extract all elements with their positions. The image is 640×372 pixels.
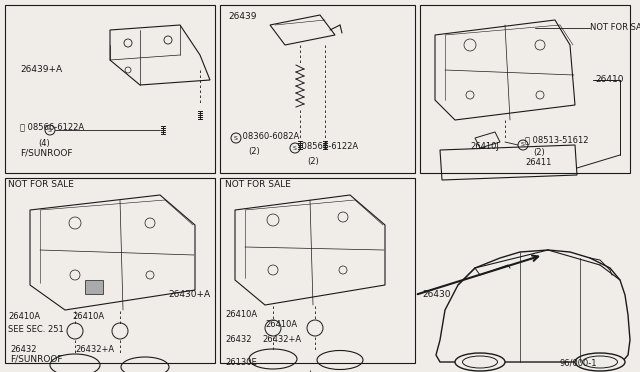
Text: 26410A: 26410A (225, 310, 257, 319)
Text: Ⓢ 08513-51612: Ⓢ 08513-51612 (525, 135, 589, 144)
Text: NOT FOR SALE: NOT FOR SALE (8, 180, 74, 189)
Bar (5, 5, 215, 173)
Text: NOT FOR SALE: NOT FOR SALE (225, 180, 291, 189)
Text: 26410: 26410 (595, 75, 623, 84)
Text: 26411: 26411 (525, 158, 552, 167)
Text: 26410A: 26410A (72, 312, 104, 321)
Text: 26430+A: 26430+A (168, 290, 210, 299)
Text: SEE SEC. 251: SEE SEC. 251 (8, 325, 64, 334)
Text: 26410A: 26410A (265, 320, 297, 329)
Text: 26432: 26432 (225, 335, 252, 344)
Text: 26130E: 26130E (225, 358, 257, 367)
Text: 26439: 26439 (228, 12, 257, 21)
Text: 26430: 26430 (422, 290, 451, 299)
Text: F/SUNROOF: F/SUNROOF (10, 355, 63, 364)
Text: (2): (2) (248, 147, 260, 156)
Text: F/SUNROOF: F/SUNROOF (20, 148, 72, 157)
Text: (4): (4) (38, 139, 50, 148)
Text: S: S (234, 135, 238, 141)
Bar (85, 280, 103, 294)
Text: 26432+A: 26432+A (262, 335, 301, 344)
Text: S: S (293, 145, 297, 151)
Text: 26439+A: 26439+A (20, 65, 62, 74)
Text: S: S (521, 142, 525, 148)
Bar (220, 5, 415, 173)
Text: 08566-6122A: 08566-6122A (299, 142, 358, 151)
Text: S: S (48, 128, 52, 132)
Bar (5, 178, 215, 363)
Text: (2): (2) (307, 157, 319, 166)
Text: 96/000-1: 96/000-1 (560, 358, 598, 367)
Text: 26432+A: 26432+A (75, 345, 114, 354)
Text: 26410A: 26410A (8, 312, 40, 321)
Text: (2): (2) (533, 148, 545, 157)
Bar (420, 5, 630, 173)
Text: 08360-6082A: 08360-6082A (240, 132, 300, 141)
Text: 26410J: 26410J (470, 142, 499, 151)
Text: NOT FOR SALE: NOT FOR SALE (590, 23, 640, 32)
Text: Ⓢ 08566-6122A: Ⓢ 08566-6122A (20, 122, 84, 131)
Ellipse shape (455, 353, 505, 371)
Bar (220, 178, 415, 363)
Ellipse shape (575, 353, 625, 371)
Text: 26432: 26432 (10, 345, 36, 354)
